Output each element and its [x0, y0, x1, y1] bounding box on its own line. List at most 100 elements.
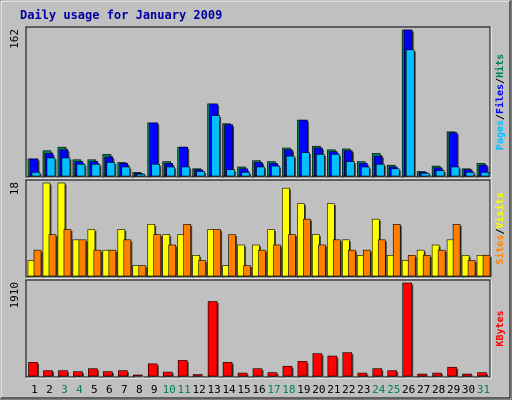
middle-bar-sites-26: [407, 255, 417, 278]
top-bar-pages-13: [211, 115, 222, 178]
top-bar-pages-20-body: [316, 154, 325, 177]
middle-bar-sites-12-body: [198, 260, 206, 277]
bottom-bar-kbytes-17: [267, 372, 279, 378]
bottom-bar-kbytes-8-body: [132, 374, 143, 377]
x-tick-label-18: 18: [282, 383, 295, 396]
top-bar-pages-5: [91, 163, 102, 178]
top-bar-pages-5-body: [91, 163, 101, 177]
top-bar-pages-26: [405, 49, 416, 178]
middle-bar-sites-5-body: [93, 249, 102, 277]
middle-bar-sites-5: [93, 249, 103, 278]
top-bar-pages-17-body: [271, 165, 280, 177]
bottom-bar-kbytes-16-body: [252, 368, 263, 377]
x-tick-label-2: 2: [46, 383, 53, 396]
middle-bar-sites-1-body: [33, 249, 42, 277]
legend-top: Pages/Files/Hits: [494, 54, 506, 150]
top-bar-pages-15: [241, 172, 252, 178]
top-bar-pages-24-body: [375, 163, 385, 177]
top-bar-pages-4: [76, 163, 87, 178]
x-tick-label-13: 13: [207, 383, 220, 396]
middle-bar-sites-29: [452, 224, 462, 278]
middle-bar-sites-18: [288, 234, 297, 278]
bottom-bar-kbytes-27-body: [417, 373, 427, 377]
bottom-bar-kbytes-1-body: [28, 362, 38, 377]
middle-bar-sites-16-body: [258, 249, 266, 277]
top-bar-pages-24: [375, 163, 386, 178]
top-bar-pages-8-body: [136, 173, 146, 177]
middle-bar-sites-11: [183, 224, 193, 278]
bottom-bar-kbytes-29-body: [447, 366, 457, 377]
bottom-bar-kbytes-8: [132, 374, 144, 378]
top-bar-pages-7: [121, 166, 132, 178]
bottom-bar-kbytes-14-body: [222, 362, 233, 377]
top-bar-pages-7-body: [121, 166, 131, 177]
middle-bar-visits-2: [42, 182, 52, 278]
y-max-label-bottom: 1910: [8, 282, 21, 309]
bottom-bar-kbytes-7-body: [118, 370, 128, 377]
middle-bar-sites-25-body: [392, 224, 401, 277]
middle-bar-sites-12: [198, 260, 208, 278]
top-bar-pages-25: [390, 168, 401, 178]
middle-bar-visits-15: [237, 244, 247, 278]
bottom-bar-kbytes-4-body: [73, 371, 83, 377]
legend-separator-middle-1: /: [495, 228, 506, 234]
middle-bar-sites-20-body: [318, 244, 326, 277]
top-bar-pages-2: [46, 157, 57, 178]
bottom-bar-kbytes-2-body: [43, 370, 53, 377]
bottom-bar-kbytes-7: [118, 370, 129, 378]
top-bar-pages-25-body: [390, 168, 400, 177]
x-tick-label-3: 3: [61, 383, 68, 396]
bottom-bar-kbytes-29: [447, 366, 459, 378]
bottom-bar-kbytes-20: [312, 353, 324, 378]
x-tick-label-16: 16: [252, 383, 265, 396]
top-bar-pages-18-body: [286, 155, 295, 177]
y-max-label-middle: 18: [8, 182, 21, 195]
top-bar-pages-29: [450, 166, 461, 178]
middle-bar-sites-4-body: [78, 239, 87, 277]
bottom-bar-kbytes-23: [357, 372, 369, 378]
bottom-bar-kbytes-12-shadow: [194, 376, 204, 378]
top-bar-pages-8-shadow: [138, 175, 147, 178]
bottom-bar-kbytes-6: [103, 371, 114, 378]
bottom-bar-kbytes-10-body: [162, 371, 173, 377]
bottom-bar-kbytes-10: [162, 371, 174, 378]
top-bar-pages-27-body: [420, 172, 430, 177]
bottom-bar-kbytes-20-body: [312, 353, 323, 377]
middle-bar-sites-14-body: [228, 234, 236, 277]
top-bar-pages-10-body: [166, 166, 176, 177]
bottom-bar-kbytes-23-body: [357, 372, 368, 377]
top-bar-pages-30-body: [465, 172, 475, 177]
legend-separator-top-2: /: [495, 78, 506, 84]
top-bar-pages-8: [136, 173, 147, 178]
middle-bar-sites-11-body: [183, 224, 191, 277]
x-tick-label-31: 31: [477, 383, 490, 396]
bottom-bar-kbytes-22-body: [342, 352, 353, 377]
bottom-bar-kbytes-3: [58, 370, 69, 378]
middle-bar-sites-15: [243, 265, 253, 278]
bottom-bar-kbytes-16: [252, 368, 264, 378]
bottom-bar-kbytes-25-body: [387, 370, 398, 377]
middle-bar-sites-31-body: [482, 255, 491, 277]
top-bar-pages-14: [226, 169, 237, 178]
middle-bar-sites-30-body: [467, 260, 476, 277]
middle-bar-sites-3-body: [63, 229, 72, 277]
legend-separator-top-1: /: [495, 114, 506, 120]
middle-bar-sites-8-body: [138, 265, 147, 277]
middle-bar-sites-8: [138, 265, 148, 278]
legend-item-kbytes: KBytes: [495, 310, 506, 346]
middle-bar-sites-6: [108, 249, 118, 278]
chart-title: Daily usage for January 2009: [20, 8, 222, 22]
middle-bar-sites-10-body: [168, 244, 177, 277]
x-tick-label-9: 9: [151, 383, 158, 396]
bottom-bar-kbytes-27-shadow: [419, 375, 429, 378]
x-tick-label-7: 7: [121, 383, 128, 396]
x-tick-label-28: 28: [432, 383, 445, 396]
middle-bar-sites-21-body: [333, 239, 341, 277]
chart-panels: 162Pages/Files/Hits18Sites/Visits1910KBy…: [8, 26, 506, 379]
middle-bar-sites-28: [437, 249, 447, 278]
x-tick-label-4: 4: [76, 383, 83, 396]
middle-bar-sites-7-body: [123, 239, 132, 277]
top-bar-pages-19-body: [301, 152, 310, 177]
bottom-bar-kbytes-31-body: [477, 372, 487, 377]
